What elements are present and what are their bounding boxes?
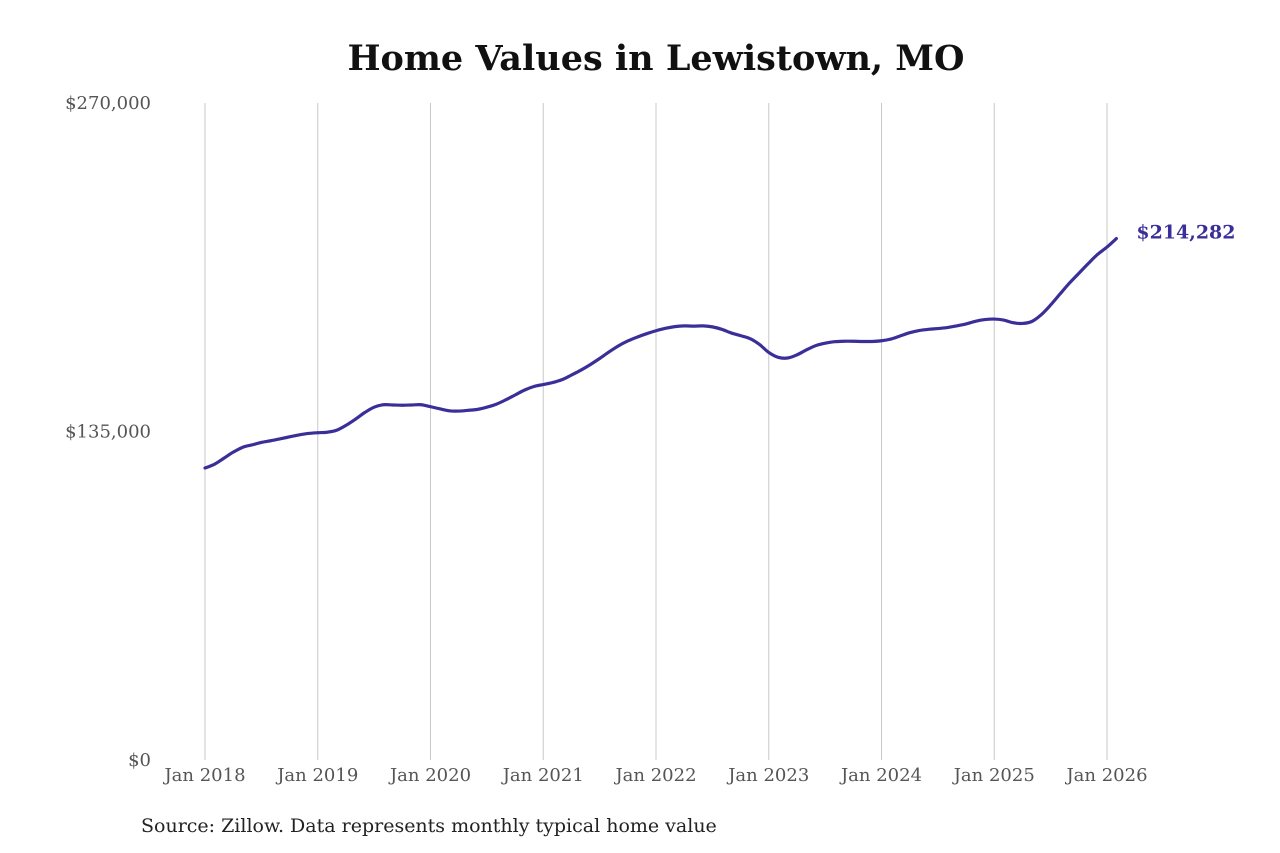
source-note: Source: Zillow. Data represents monthly … [141,815,717,837]
chart-title: Home Values in Lewistown, MO [347,38,965,79]
y-tick-label: $135,000 [65,422,151,443]
series-group [203,236,1118,470]
y-tick-label: $270,000 [65,93,151,114]
x-tick-label: Jan 2026 [1064,765,1147,786]
data-labels: $214,282 [1136,222,1235,244]
grid-lines [204,103,1108,760]
x-axis: Jan 2018 Jan 2019 Jan 2020 Jan 2021 Jan 2022… [162,765,1147,786]
x-tick-label: Jan 2019 [275,765,358,786]
y-axis: $0 $135,000 $270,000 [65,93,151,771]
x-tick-label: Jan 2024 [839,765,922,786]
series-line [203,236,1118,470]
y-tick-label: $0 [128,750,151,771]
x-tick-label: Jan 2025 [952,765,1035,786]
x-tick-label: Jan 2020 [388,765,471,786]
x-tick-label: Jan 2022 [613,765,696,786]
x-tick-label: Jan 2018 [162,765,245,786]
x-tick-label: Jan 2023 [726,765,809,786]
x-tick-label: Jan 2021 [501,765,584,786]
end-value-label: $214,282 [1136,222,1235,244]
